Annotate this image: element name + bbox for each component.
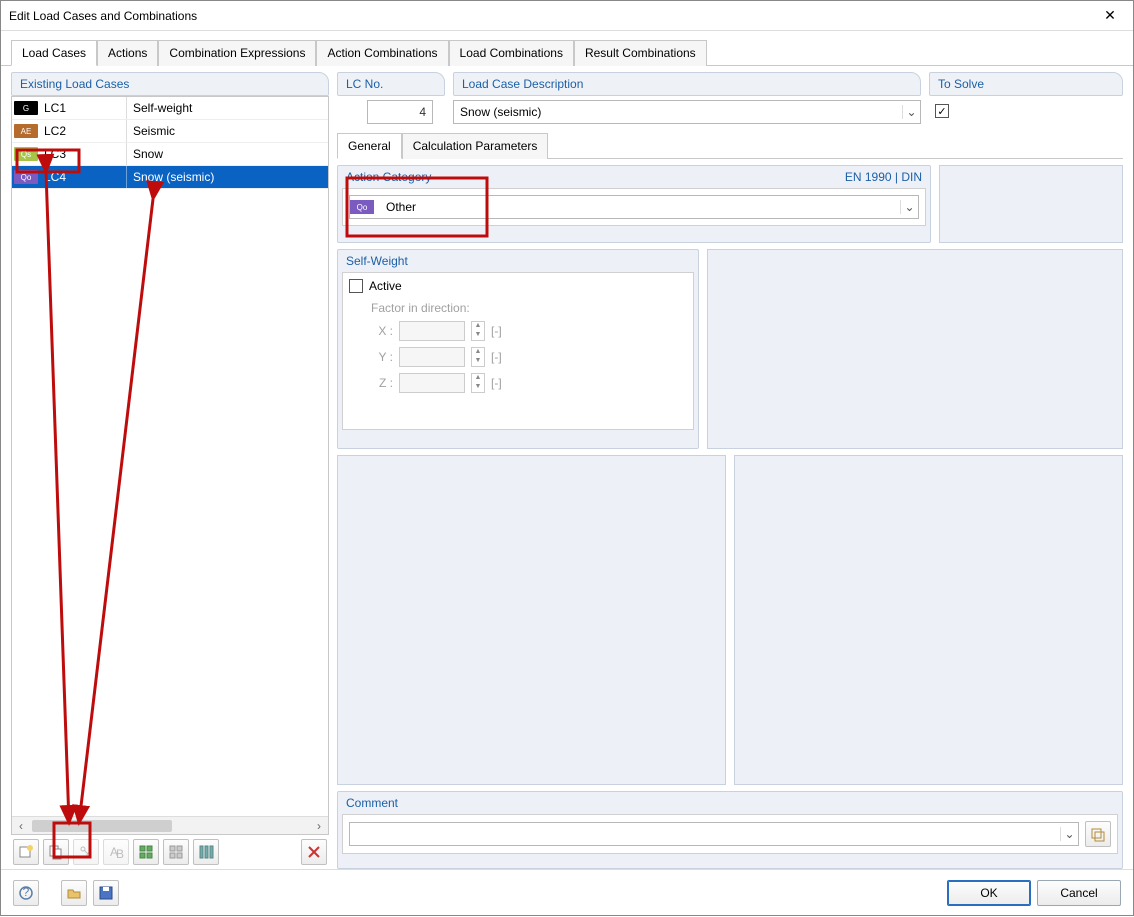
new-button[interactable] [13, 839, 39, 865]
lcdesc-value: Snow (seismic) [454, 105, 902, 119]
chevron-down-icon: ⌄ [902, 105, 920, 119]
lcno-input[interactable] [367, 100, 433, 124]
scroll-right-icon[interactable]: › [310, 819, 328, 833]
scroll-left-icon[interactable]: ‹ [12, 819, 30, 833]
self-weight-panel: Self-Weight Active Factor in direction: … [337, 249, 699, 449]
side-empty-panel [939, 165, 1123, 243]
factor-label: Factor in direction: [371, 301, 687, 315]
subtab-general[interactable]: General [337, 133, 402, 159]
ok-button[interactable]: OK [947, 880, 1031, 906]
load-case-row[interactable]: AE LC2Seismic [12, 120, 328, 143]
axis-label: Z : [371, 376, 393, 390]
comment-panel: Comment ⌄ [337, 791, 1123, 869]
load-case-row[interactable]: G LC1Self-weight [12, 97, 328, 120]
load-case-code: LC3 [42, 147, 126, 161]
help-button[interactable]: ? [13, 880, 39, 906]
action-category-swatch: Qo [350, 200, 374, 214]
list-hscrollbar[interactable]: ‹ › [12, 816, 328, 834]
svg-text:B: B [116, 847, 124, 860]
self-weight-label: Self-Weight [346, 254, 408, 268]
factor-input [399, 373, 465, 393]
unit-label: [-] [491, 350, 502, 364]
comment-library-button[interactable] [1085, 821, 1111, 847]
factor-input [399, 347, 465, 367]
category-swatch: Qo [14, 170, 38, 184]
lcdesc-label: Load Case Description [453, 72, 921, 96]
category-swatch: Qs [14, 147, 38, 161]
load-case-code: LC4 [42, 170, 126, 184]
load-case-desc: Seismic [126, 120, 328, 142]
action-category-panel: Action Category EN 1990 | DIN Qo Other ⌄ [337, 165, 931, 243]
action-category-value: Other [380, 200, 900, 214]
self-weight-active-checkbox[interactable] [349, 279, 363, 293]
save-button[interactable] [93, 880, 119, 906]
empty-panel-top-right [707, 249, 1123, 449]
link-button [73, 839, 99, 865]
tab-result-combinations[interactable]: Result Combinations [574, 40, 707, 66]
tab-load-cases[interactable]: Load Cases [11, 40, 97, 66]
load-case-desc: Snow (seismic) [126, 166, 328, 188]
close-icon[interactable]: ✕ [1095, 7, 1125, 24]
load-case-desc: Self-weight [126, 97, 328, 119]
comment-label: Comment [346, 796, 398, 810]
scroll-thumb[interactable] [32, 820, 172, 832]
cancel-button[interactable]: Cancel [1037, 880, 1121, 906]
tosolve-checkbox[interactable]: ✓ [935, 104, 949, 118]
window-title: Edit Load Cases and Combinations [9, 9, 1095, 23]
spinner: ▲▼ [471, 321, 485, 341]
empty-panel-bottom-right [734, 455, 1123, 785]
category-swatch: AE [14, 124, 38, 138]
empty-panel-bottom-left [337, 455, 726, 785]
factor-input [399, 321, 465, 341]
category-swatch: G [14, 101, 38, 115]
subtab-calculation-parameters[interactable]: Calculation Parameters [402, 133, 549, 159]
tab-combination-expressions[interactable]: Combination Expressions [158, 40, 316, 66]
detail-subtabs: GeneralCalculation Parameters [337, 132, 1123, 159]
uncheckall-button[interactable] [163, 839, 189, 865]
main-tabstrip: Load CasesActionsCombination Expressions… [1, 31, 1133, 66]
checkall-button[interactable] [133, 839, 159, 865]
chevron-down-icon: ⌄ [1060, 827, 1078, 841]
wizard-button: AB [103, 839, 129, 865]
chevron-down-icon: ⌄ [900, 200, 918, 214]
delete-button[interactable] [301, 839, 327, 865]
copy-button[interactable] [43, 839, 69, 865]
spinner: ▲▼ [471, 347, 485, 367]
unit-label: [-] [491, 324, 502, 338]
lcno-label: LC No. [337, 72, 445, 96]
list-toolbar: AB [11, 835, 329, 869]
load-case-code: LC1 [42, 101, 126, 115]
tosolve-label: To Solve [929, 72, 1123, 96]
load-case-row[interactable]: Qo LC4Snow (seismic) [12, 166, 328, 189]
spinner: ▲▼ [471, 373, 485, 393]
load-case-row[interactable]: Qs LC3Snow [12, 143, 328, 166]
lcdesc-select[interactable]: Snow (seismic) ⌄ [453, 100, 921, 124]
tab-actions[interactable]: Actions [97, 40, 158, 66]
tab-action-combinations[interactable]: Action Combinations [316, 40, 448, 66]
load-case-list: G LC1Self-weight AE LC2Seismic Qs LC3Snow Qo LC… [11, 96, 329, 835]
comment-select[interactable]: ⌄ [349, 822, 1079, 846]
tab-load-combinations[interactable]: Load Combinations [449, 40, 574, 66]
action-category-standard: EN 1990 | DIN [845, 170, 922, 184]
unit-label: [-] [491, 376, 502, 390]
axis-label: Y : [371, 350, 393, 364]
action-category-label: Action Category [346, 170, 431, 184]
columns-button[interactable] [193, 839, 219, 865]
load-case-desc: Snow [126, 143, 328, 165]
self-weight-active-label: Active [369, 279, 402, 293]
action-category-select[interactable]: Qo Other ⌄ [349, 195, 919, 219]
axis-label: X : [371, 324, 393, 338]
existing-load-cases-header: Existing Load Cases [11, 72, 329, 96]
svg-text:?: ? [23, 885, 30, 899]
load-case-code: LC2 [42, 124, 126, 138]
open-button[interactable] [61, 880, 87, 906]
